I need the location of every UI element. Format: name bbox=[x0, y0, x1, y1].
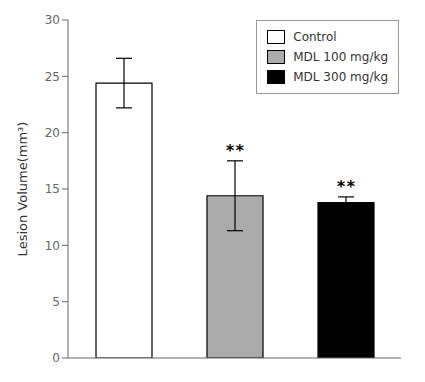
svg-text:0: 0 bbox=[52, 351, 60, 365]
svg-text:25: 25 bbox=[45, 70, 60, 84]
html-text:MDL 100 mg/kg: MDL 100 mg/kg bbox=[293, 50, 388, 64]
svg-text:30: 30 bbox=[45, 13, 60, 27]
svg-text:5: 5 bbox=[52, 295, 60, 309]
svg-text:15: 15 bbox=[45, 182, 60, 196]
html-text:Control: Control bbox=[293, 30, 337, 44]
svg-text:**: ** bbox=[336, 177, 355, 196]
svg-text:20: 20 bbox=[45, 126, 60, 140]
svg-text:10: 10 bbox=[45, 239, 60, 253]
html-text:MDL 300 mg/kg: MDL 300 mg/kg bbox=[293, 70, 388, 84]
svg-text:Lesion Volume(mm³): Lesion Volume(mm³) bbox=[15, 122, 30, 257]
svg-text:**: ** bbox=[225, 141, 244, 160]
